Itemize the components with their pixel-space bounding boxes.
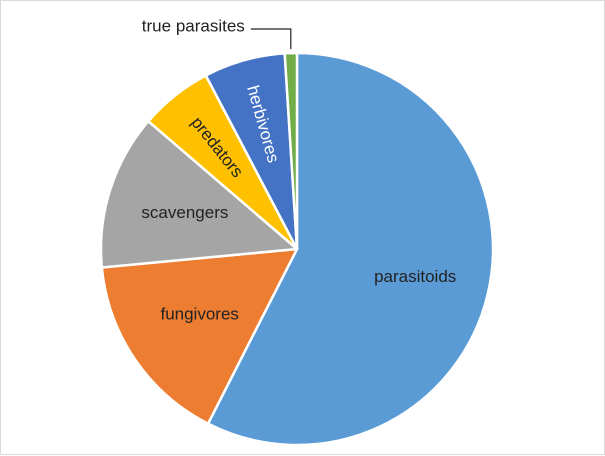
callout-layer: true parasites <box>142 16 292 50</box>
pie-slice-scavengers <box>99 119 299 269</box>
slice-label-parasitoids: parasitoids <box>374 267 456 286</box>
callout-line-true-parasites <box>250 28 292 50</box>
pie-slice-true-parasites <box>283 51 299 251</box>
slices-layer <box>99 51 495 447</box>
pie-slice-parasitoids <box>206 51 495 447</box>
pie-slice-fungivores <box>100 247 299 425</box>
slice-label-scavengers: scavengers <box>141 203 228 222</box>
slice-label-true-parasites: true parasites <box>142 16 245 35</box>
slice-label-fungivores: fungivores <box>160 305 238 324</box>
